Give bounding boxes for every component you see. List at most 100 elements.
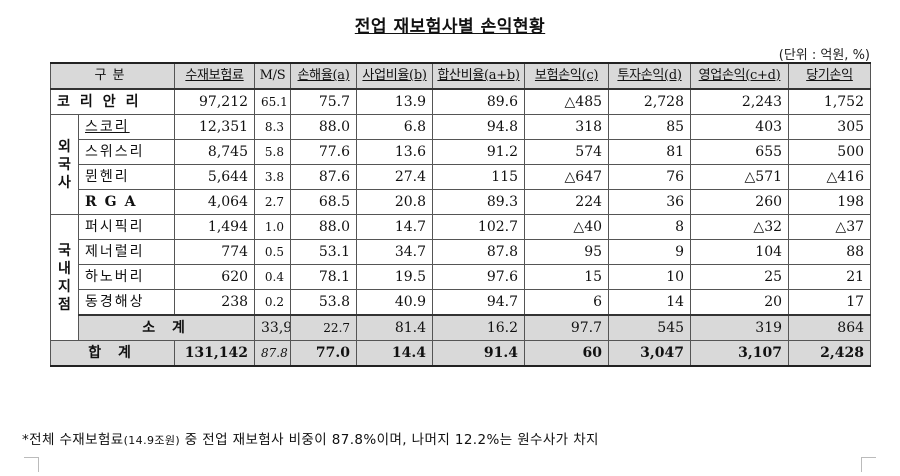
table-row: 코리안리 97,212 65.1 75.7 13.9 89.6 △485 2,7… bbox=[49, 88, 872, 115]
cell-premium: 4,064 bbox=[174, 189, 256, 215]
cell-ms: 1.0 bbox=[254, 214, 292, 240]
unit-label: (단위 : 억원, %) bbox=[778, 48, 870, 63]
cell-combined-ratio: 94.8 bbox=[432, 114, 526, 140]
cell-net-profit: △416 bbox=[788, 164, 872, 190]
cell-investment-profit: 3,047 bbox=[608, 340, 692, 367]
cell-expense-ratio: 13.6 bbox=[356, 139, 434, 165]
cell-operating-profit: 260 bbox=[690, 189, 790, 215]
cell-ms: 0.4 bbox=[254, 264, 292, 290]
table-row: 동경해상 238 0.2 53.8 40.9 94.7 6 14 20 17 bbox=[51, 289, 872, 316]
cell-combined-ratio: 89.6 bbox=[432, 88, 526, 115]
header-net-profit: 당기손익 bbox=[788, 62, 872, 90]
cell-investment-profit: 10 bbox=[608, 264, 692, 290]
cell-net-profit: 198 bbox=[788, 189, 872, 215]
header-combined-ratio: 합산비율(a+b) bbox=[432, 62, 526, 90]
cell-operating-profit: △571 bbox=[690, 164, 790, 190]
header-category: 구분 bbox=[49, 62, 176, 90]
table-row: 스위스리 8,745 5.8 77.6 13.6 91.2 574 81 655… bbox=[51, 139, 872, 165]
cell-expense-ratio: 20.8 bbox=[356, 189, 434, 215]
row-label: RGA bbox=[77, 189, 176, 215]
cell-investment-profit: 36 bbox=[608, 189, 692, 215]
cell-loss-ratio: 87.6 bbox=[290, 164, 358, 190]
cell-combined-ratio: 115 bbox=[432, 164, 526, 190]
cell-expense-ratio: 27.4 bbox=[356, 164, 434, 190]
cell-loss-ratio: 77.6 bbox=[290, 139, 358, 165]
header-expense-ratio: 사업비율(b) bbox=[356, 62, 434, 90]
cell-ms: 8.3 bbox=[254, 114, 292, 140]
row-label: 뮌헨리 bbox=[77, 164, 176, 190]
cell-investment-profit: 319 bbox=[690, 314, 790, 341]
cell-insurance-profit: △647 bbox=[524, 164, 610, 190]
header-operating-profit: 영업손익(c+d) bbox=[690, 62, 790, 90]
cell-operating-profit: 25 bbox=[690, 264, 790, 290]
cell-ms: 0.5 bbox=[254, 239, 292, 265]
header-investment-profit: 투자손익(d) bbox=[608, 62, 692, 90]
cell-insurance-profit: 574 bbox=[524, 139, 610, 165]
cell-insurance-profit: 318 bbox=[524, 114, 610, 140]
cell-net-profit: 1,752 bbox=[788, 88, 872, 115]
cell-investment-profit: 14 bbox=[608, 289, 692, 316]
cell-loss-ratio: 53.8 bbox=[290, 289, 358, 316]
row-label: 스위스리 bbox=[77, 139, 176, 165]
cell-premium: 1,494 bbox=[174, 214, 256, 240]
group-label-domestic-branch: 국내지점 bbox=[50, 214, 79, 341]
table-row: 국내지점 퍼시픽리 1,494 1.0 88.0 14.7 102.7 △40 … bbox=[50, 214, 872, 341]
cell-loss-ratio: 68.5 bbox=[290, 189, 358, 215]
cell-investment-profit: 85 bbox=[608, 114, 692, 140]
cell-premium: 5,644 bbox=[174, 164, 256, 190]
cell-net-profit: 500 bbox=[788, 139, 872, 165]
footnote: *전체 수재보험료(14.9조원) 중 전업 재보험사 비중이 87.8%이며,… bbox=[22, 428, 599, 448]
reinsurer-profit-table: 구분 수재보험료 M/S 손해율(a) 사업비율(b) 합산비율(a+b) 보험… bbox=[49, 62, 872, 367]
cell-net-profit: 305 bbox=[788, 114, 872, 140]
cell-net-profit: △37 bbox=[788, 214, 872, 240]
cell-combined-ratio: 87.8 bbox=[432, 239, 526, 265]
cell-investment-profit: 8 bbox=[608, 214, 692, 240]
cell-net-profit: 2,428 bbox=[788, 340, 872, 367]
cell-investment-profit: 76 bbox=[608, 164, 692, 190]
cell-loss-ratio: 81.4 bbox=[356, 314, 434, 341]
cell-loss-ratio: 75.7 bbox=[290, 88, 358, 115]
cell-operating-profit: △32 bbox=[690, 214, 790, 240]
footnote-amount: (14.9조원) bbox=[123, 434, 181, 447]
cell-loss-ratio: 53.1 bbox=[290, 239, 358, 265]
cell-insurance-profit: 60 bbox=[524, 340, 610, 367]
header-insurance-profit: 보험손익(c) bbox=[524, 62, 610, 90]
cell-expense-ratio: 6.8 bbox=[356, 114, 434, 140]
cell-combined-ratio: 91.2 bbox=[432, 139, 526, 165]
cell-expense-ratio: 34.7 bbox=[356, 239, 434, 265]
table-row: RGA 4,064 2.7 68.5 20.8 89.3 224 36 260 … bbox=[51, 189, 872, 215]
cell-operating-profit: 403 bbox=[690, 114, 790, 140]
cell-insurance-profit: △40 bbox=[524, 214, 610, 240]
cell-operating-profit: 655 bbox=[690, 139, 790, 165]
row-label: 코리안리 bbox=[49, 88, 176, 115]
cell-loss-ratio: 88.0 bbox=[290, 214, 358, 240]
cell-insurance-profit: 95 bbox=[524, 239, 610, 265]
cell-ms: 2.7 bbox=[254, 189, 292, 215]
cell-combined-ratio: 97.6 bbox=[432, 264, 526, 290]
cell-expense-ratio: 14.4 bbox=[356, 340, 434, 367]
cell-expense-ratio: 14.7 bbox=[356, 214, 434, 240]
cell-operating-profit: 20 bbox=[690, 289, 790, 316]
subtotal-row: 소 계 33,930 22.7 81.4 16.2 97.7 545 319 8… bbox=[51, 314, 872, 341]
cell-ms: 22.7 bbox=[290, 314, 358, 341]
subtotal-label: 소 계 bbox=[77, 314, 256, 341]
cell-insurance-profit: 15 bbox=[524, 264, 610, 290]
cell-premium: 97,212 bbox=[174, 88, 256, 115]
cell-premium: 620 bbox=[174, 264, 256, 290]
cell-premium: 774 bbox=[174, 239, 256, 265]
group-label-foreign: 외국사 bbox=[50, 114, 79, 215]
cell-expense-ratio: 13.9 bbox=[356, 88, 434, 115]
table-row: 하노버리 620 0.4 78.1 19.5 97.6 15 10 25 21 bbox=[51, 264, 872, 290]
cell-combined-ratio: 94.7 bbox=[432, 289, 526, 316]
cell-operating-profit: 864 bbox=[788, 314, 872, 341]
header-loss-ratio: 손해율(a) bbox=[290, 62, 358, 90]
cell-combined-ratio: 97.7 bbox=[524, 314, 610, 341]
cell-loss-ratio: 78.1 bbox=[290, 264, 358, 290]
cell-insurance-profit: △485 bbox=[524, 88, 610, 115]
cell-combined-ratio: 89.3 bbox=[432, 189, 526, 215]
row-label: 스코리 bbox=[77, 114, 176, 140]
cell-net-profit: 88 bbox=[788, 239, 872, 265]
cell-ms: 3.8 bbox=[254, 164, 292, 190]
cell-operating-profit: 2,243 bbox=[690, 88, 790, 115]
cell-ms: 0.2 bbox=[254, 289, 292, 316]
